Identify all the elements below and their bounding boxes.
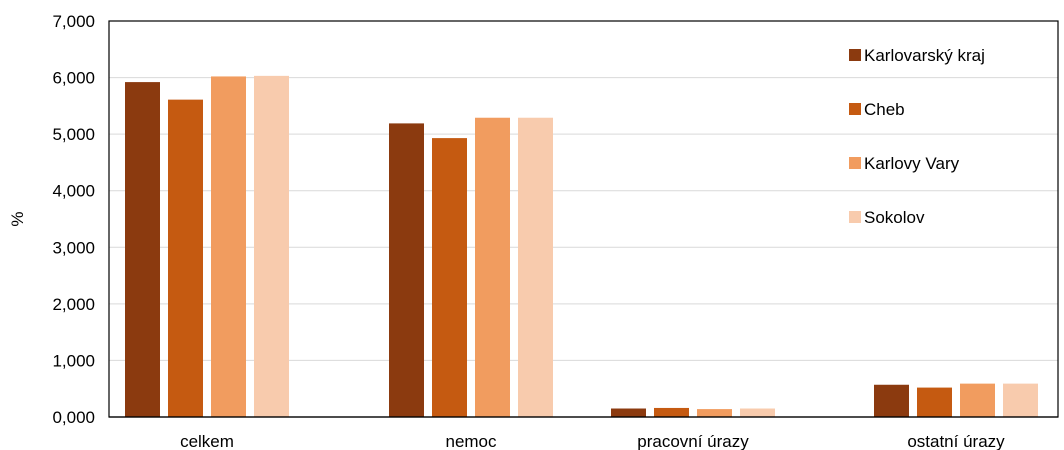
bar-1-2 (389, 123, 424, 417)
category-label: pracovní úrazy (637, 432, 749, 450)
category-label: celkem (180, 432, 234, 450)
bar-3-2 (475, 117, 510, 417)
y-tick-label: 4,000 (52, 182, 95, 201)
y-axis-title: % (8, 211, 27, 226)
bar-2-1 (168, 99, 203, 418)
bar-3-1 (211, 76, 246, 417)
category-label: ostatní úrazy (907, 432, 1005, 450)
bar-3-4 (960, 383, 995, 417)
y-tick-label: 7,000 (52, 12, 95, 31)
y-tick-label: 6,000 (52, 69, 95, 88)
category-label: nemoc (445, 432, 497, 450)
bar-4-4 (1003, 383, 1038, 417)
legend-swatch (849, 49, 861, 61)
y-tick-label: 1,000 (52, 351, 95, 370)
y-tick-label: 0,000 (52, 408, 95, 427)
axes (108, 20, 1059, 418)
y-tick-label: 3,000 (52, 238, 95, 257)
legend-label: Cheb (864, 100, 905, 119)
legend-swatch (849, 157, 861, 169)
y-tick-labels: 0,000 1,000 2,000 3,000 4,000 5,000 6,000 7,000 (52, 12, 95, 427)
y-tick-label: 2,000 (52, 295, 95, 314)
legend: Karlovarský kraj Cheb Karlovy Vary Sokolov (849, 46, 985, 227)
legend-label: Sokolov (864, 208, 925, 227)
bar-4-2 (518, 117, 553, 417)
legend-label: Karlovy Vary (864, 154, 960, 173)
bar-1-4 (874, 384, 909, 417)
legend-label: Karlovarský kraj (864, 46, 985, 65)
bar-2-3 (654, 407, 689, 417)
bar-4-1 (254, 75, 289, 418)
bar-1-1 (125, 82, 160, 418)
plot-frame (108, 20, 1059, 418)
y-tick-label: 5,000 (52, 125, 95, 144)
bar-4-3 (740, 408, 775, 417)
bar-1-3 (611, 408, 646, 417)
category-labels: celkem nemoc pracovní úrazy ostatní úrazy (180, 432, 1005, 450)
bar-2-2 (432, 138, 467, 418)
bar-2-4 (917, 387, 952, 417)
legend-swatch (849, 211, 861, 223)
legend-swatch (849, 103, 861, 115)
bar-3-3 (697, 409, 732, 417)
bars (125, 75, 1038, 418)
